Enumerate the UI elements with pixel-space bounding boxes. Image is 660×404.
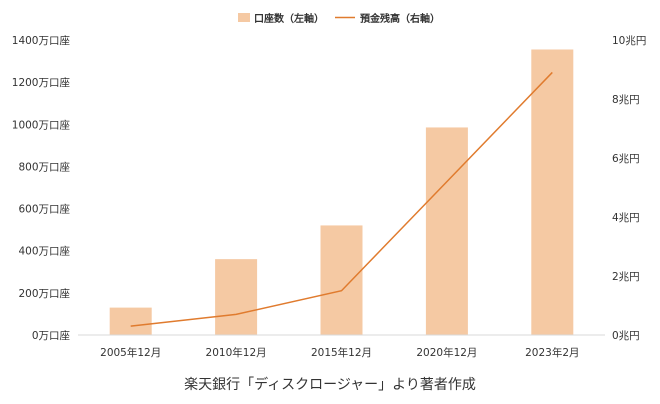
left-tick-label-1: 200万口座 [18,287,70,300]
left-tick-label-0: 0万口座 [32,329,70,342]
left-tick-label-7: 1400万口座 [12,34,70,47]
x-tick-label-1: 2010年12月 [206,346,267,359]
bar-3 [425,127,468,335]
legend: 口座数（左軸） 預金残高（右軸） [238,12,440,25]
bar-series [109,49,574,335]
right-tick-label-4: 8兆円 [612,94,640,106]
left-axis: 0万口座 200万口座 400万口座 600万口座 800万口座 1000万口座 1200万… [12,34,70,342]
bar-4 [531,49,574,335]
left-tick-label-2: 400万口座 [18,245,70,258]
right-tick-label-2: 4兆円 [612,212,640,224]
left-tick-label-6: 1200万口座 [12,76,70,89]
left-tick-label-4: 800万口座 [18,160,70,173]
line-series [130,71,553,327]
bar-1 [215,259,258,335]
bar-0 [109,307,152,335]
left-tick-label-5: 1000万口座 [12,118,70,131]
right-tick-label-1: 2兆円 [612,271,640,283]
right-tick-label-0: 0兆円 [612,330,640,342]
line-path [130,71,553,327]
right-tick-label-3: 6兆円 [612,153,640,165]
bar-2 [320,225,363,335]
x-axis: 2005年12月 2010年12月 2015年12月 2020年12月 2023年2月 [100,346,579,359]
right-axis: 0兆円 2兆円 4兆円 6兆円 8兆円 10兆円 [612,35,646,342]
x-tick-label-0: 2005年12月 [100,346,161,359]
x-tick-label-2: 2015年12月 [311,346,372,359]
right-tick-label-5: 10兆円 [612,35,646,47]
legend-swatch-bar [238,13,250,22]
x-tick-label-4: 2023年2月 [525,346,579,359]
legend-label-line: 預金残高（右軸） [360,12,440,25]
chart-caption: 楽天銀行「ディスクロージャー」より著者作成 [184,376,476,393]
x-tick-label-3: 2020年12月 [416,346,477,359]
legend-label-bar: 口座数（左軸） [254,12,324,25]
left-tick-label-3: 600万口座 [18,203,70,216]
